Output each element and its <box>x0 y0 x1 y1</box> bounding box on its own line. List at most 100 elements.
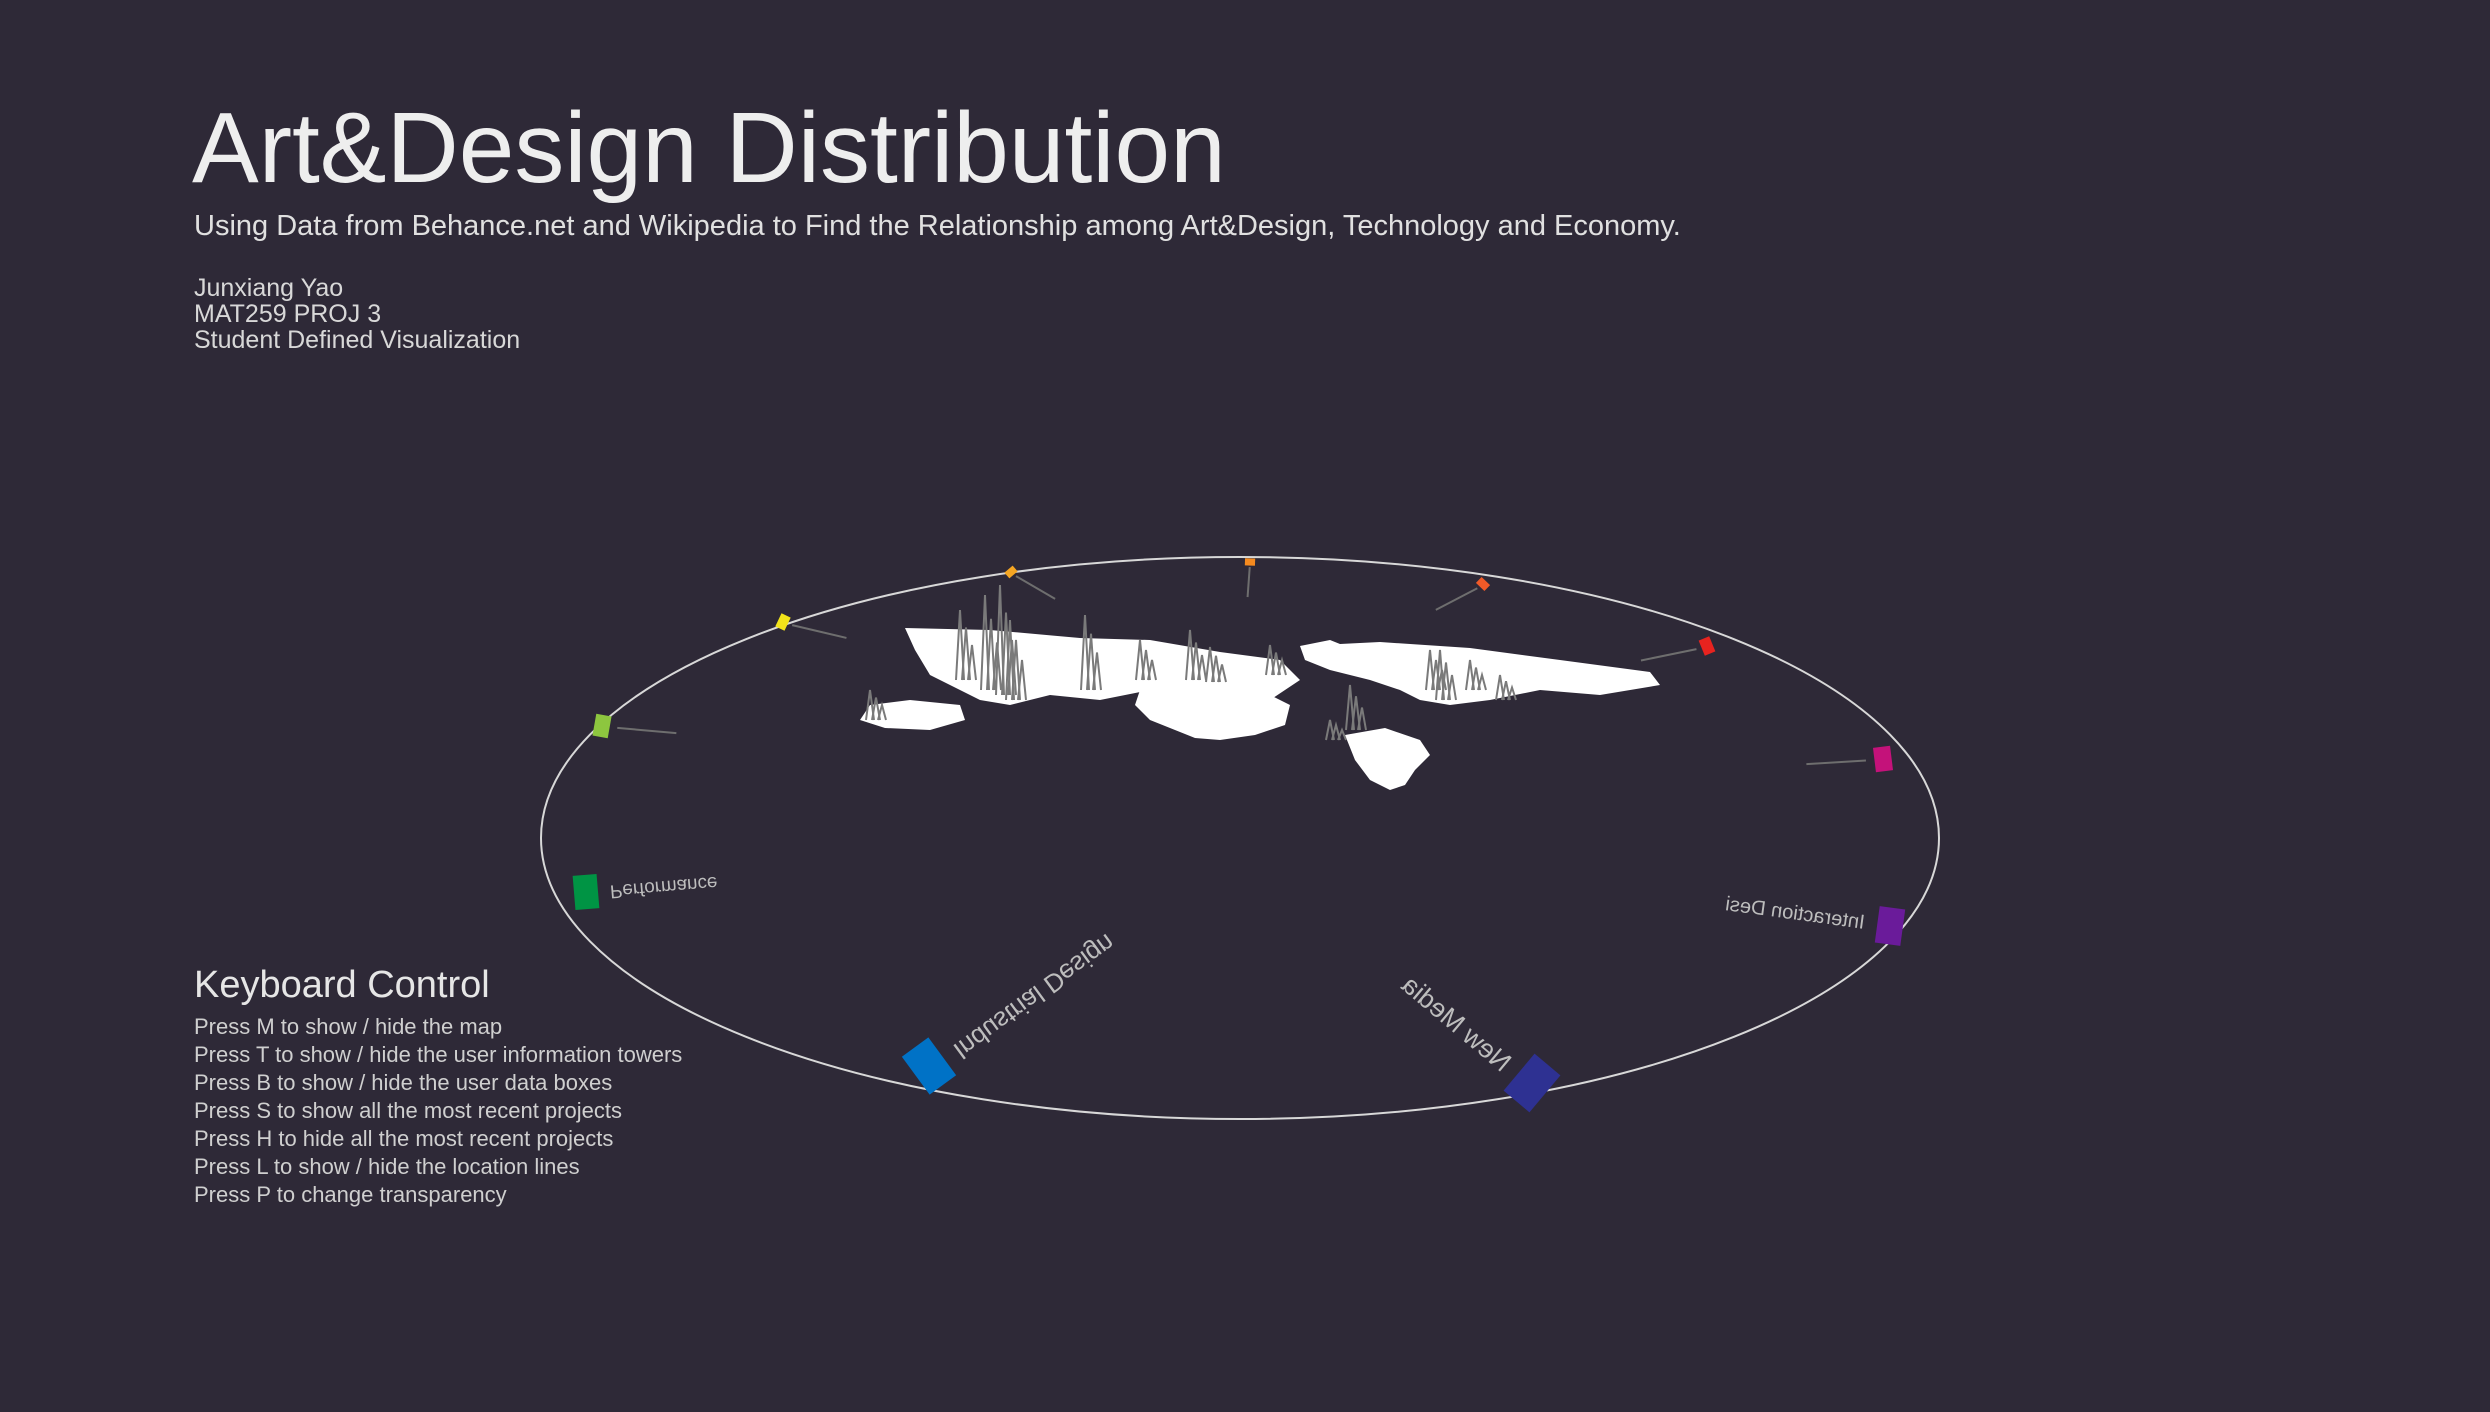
category-marker[interactable] <box>1244 558 1256 598</box>
user-tower <box>967 644 977 681</box>
project-type: Student Defined Visualization <box>194 326 521 354</box>
category-label-faint <box>617 726 677 735</box>
category-marker[interactable] <box>1004 565 1056 600</box>
user-tower <box>1277 656 1287 676</box>
page-subtitle: Using Data from Behance.net and Wikipedi… <box>194 210 1681 242</box>
user-tower <box>1351 696 1361 731</box>
user-tower <box>1331 721 1341 741</box>
category-color-box[interactable] <box>1872 745 1894 773</box>
user-tower <box>1080 614 1090 691</box>
user-tower <box>1507 684 1517 701</box>
user-tower <box>980 594 990 691</box>
user-tower <box>995 584 1005 696</box>
user-tower <box>1217 664 1227 683</box>
category-color-box[interactable] <box>1698 636 1716 656</box>
user-tower <box>1092 652 1102 691</box>
user-tower <box>1501 681 1511 701</box>
user-tower <box>1086 633 1096 691</box>
user-tower <box>1431 659 1441 691</box>
map-landmass-north-america <box>1300 642 1660 705</box>
keyboard-instruction: Press P to change transparency <box>194 1182 507 1207</box>
keyboard-instruction: Press S to show all the most recent proj… <box>194 1098 622 1123</box>
category-label: Industrial Design <box>948 928 1120 1064</box>
user-tower <box>1465 659 1475 691</box>
category-label-faint <box>791 624 847 639</box>
user-information-towers <box>865 584 1517 741</box>
category-label: New Media <box>1396 969 1517 1077</box>
category-label: Performance <box>609 873 718 903</box>
map-landmass-south-america <box>1345 728 1430 790</box>
user-tower <box>1441 662 1451 701</box>
user-tower <box>1435 649 1445 701</box>
keyboard-instruction: Press H to hide all the most recent proj… <box>194 1126 614 1151</box>
category-marker[interactable]: Performance <box>572 873 719 911</box>
category-color-box[interactable] <box>1244 558 1256 566</box>
user-tower <box>1135 639 1145 681</box>
page-title: Art&Design Distribution <box>192 92 1226 204</box>
user-tower <box>871 697 881 721</box>
user-tower <box>1425 649 1435 691</box>
category-color-box[interactable] <box>1004 565 1018 579</box>
keyboard-control-panel: Keyboard Control Press M to show / hide … <box>194 964 682 1209</box>
user-tower <box>1191 642 1201 681</box>
category-marker[interactable] <box>1640 636 1716 662</box>
category-label-faint <box>1806 759 1867 766</box>
user-tower <box>1005 619 1015 701</box>
keyboard-instruction: Press L to show / hide the location line… <box>194 1154 580 1179</box>
category-color-box[interactable] <box>1475 576 1491 592</box>
user-tower <box>1325 719 1335 741</box>
user-tower <box>1211 655 1221 683</box>
user-tower <box>1017 659 1027 701</box>
category-color-box[interactable] <box>901 1037 957 1095</box>
keyboard-instruction: Press T to show / hide the user informat… <box>194 1042 683 1067</box>
user-tower <box>1447 674 1457 701</box>
user-tower <box>1141 649 1151 681</box>
category-ring <box>540 556 1940 1120</box>
category-markers: Interaction Desi New Media Industrial Desi… <box>572 558 1906 1113</box>
user-tower <box>1011 639 1021 701</box>
keyboard-instruction: Press M to show / hide the map <box>194 1014 503 1039</box>
author-name: Junxiang Yao <box>194 274 344 302</box>
user-tower <box>1001 612 1011 696</box>
user-tower <box>1147 659 1157 681</box>
category-marker[interactable]: Industrial Design <box>901 928 1120 1095</box>
category-marker[interactable] <box>592 713 677 739</box>
keyboard-instruction: Press B to show / hide the user data box… <box>194 1070 613 1095</box>
course-name: MAT259 PROJ 3 <box>194 300 382 328</box>
user-tower <box>877 701 887 721</box>
category-color-box[interactable] <box>592 713 612 739</box>
category-marker[interactable] <box>1806 745 1894 773</box>
user-tower <box>955 609 965 681</box>
user-tower <box>961 627 971 681</box>
user-tower <box>1471 667 1481 691</box>
category-label-faint <box>1246 566 1251 598</box>
project-info: Junxiang Yao MAT259 PROJ 3 Student Defin… <box>194 275 520 353</box>
map-landmass-greenland <box>1300 640 1350 656</box>
user-tower <box>1345 684 1355 731</box>
user-tower <box>1197 654 1207 681</box>
user-tower <box>1265 644 1275 676</box>
category-label-faint <box>1015 575 1056 600</box>
user-tower <box>1357 707 1367 731</box>
category-color-box[interactable] <box>1874 906 1906 946</box>
user-tower <box>1205 646 1215 683</box>
user-tower <box>1495 674 1505 701</box>
user-tower <box>865 689 875 721</box>
category-color-box[interactable] <box>775 613 791 631</box>
category-label-faint <box>1435 587 1478 611</box>
keyboard-control-heading: Keyboard Control <box>194 964 490 1006</box>
user-tower <box>1185 629 1195 681</box>
user-tower <box>1337 727 1347 741</box>
map-landmass-australia <box>860 700 965 730</box>
category-color-box[interactable] <box>1503 1053 1561 1113</box>
category-color-box[interactable] <box>572 873 600 911</box>
category-marker[interactable] <box>775 613 847 639</box>
user-tower <box>1271 652 1281 676</box>
category-marker[interactable]: New Media <box>1396 969 1561 1113</box>
category-marker[interactable] <box>1435 576 1491 611</box>
category-label-faint <box>1640 648 1697 662</box>
map-landmass-africa <box>1135 688 1290 740</box>
category-marker[interactable]: Interaction Desi <box>1724 893 1906 946</box>
world-map <box>860 628 1660 790</box>
